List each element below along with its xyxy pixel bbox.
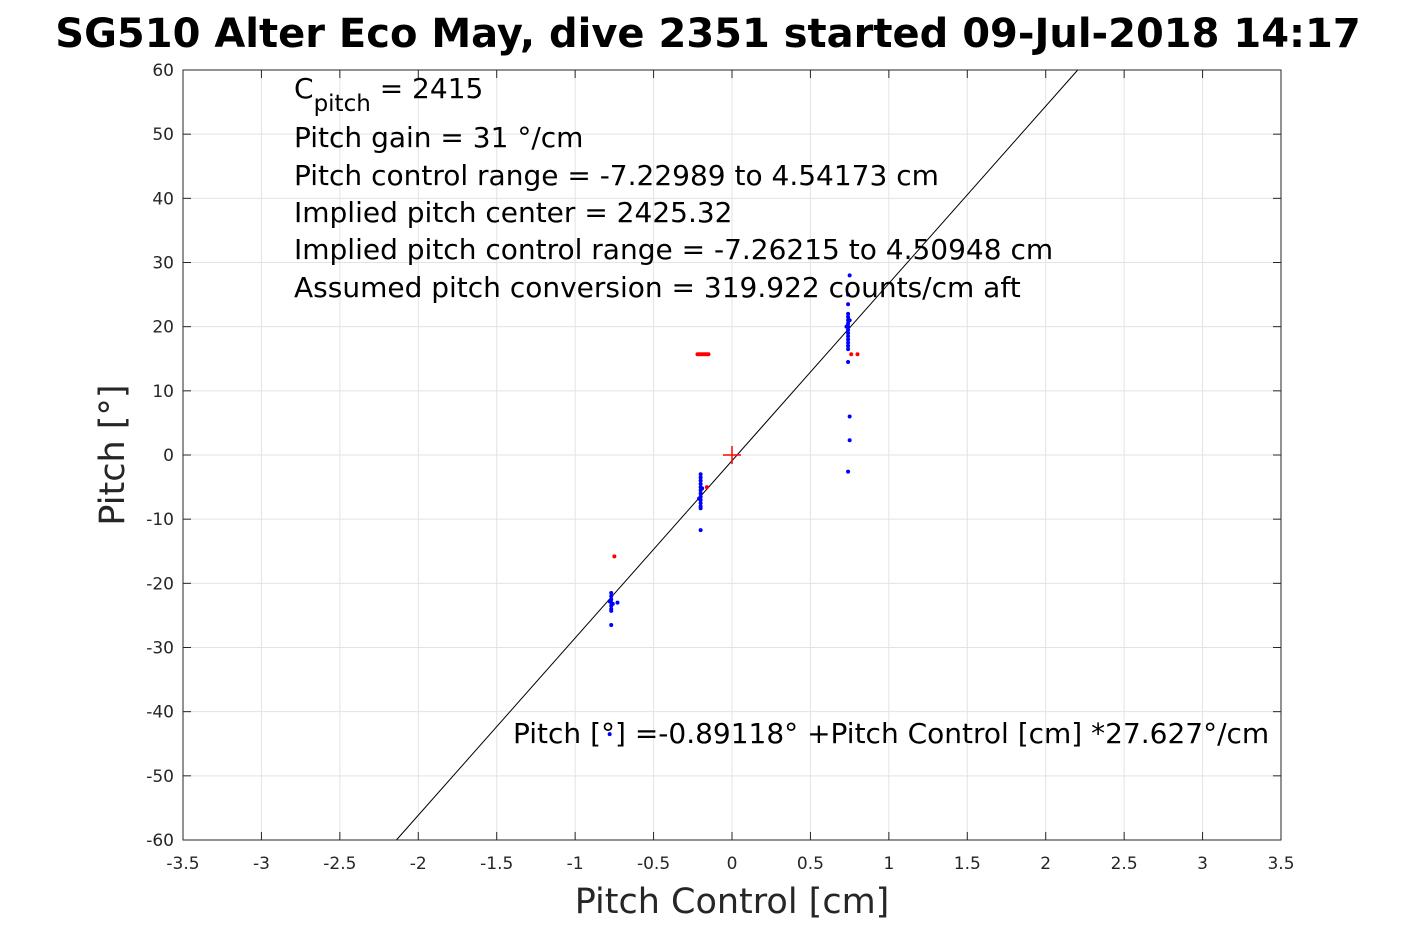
data-point	[846, 315, 851, 320]
y-tick-label: -50	[146, 767, 174, 787]
x-tick-label: -2.5	[323, 854, 356, 874]
data-point	[698, 481, 703, 486]
x-tick-label: -0.5	[637, 854, 670, 874]
c-pitch-value: = 2415	[371, 72, 484, 105]
data-point	[846, 331, 851, 336]
data-point	[855, 352, 860, 357]
data-point	[846, 343, 851, 348]
y-tick-label: 10	[152, 382, 174, 402]
data-point	[846, 347, 851, 352]
grid	[182, 69, 1282, 841]
data-point	[607, 599, 612, 604]
y-tick-label: 20	[152, 318, 174, 338]
assumed-pitch-conversion-text: Assumed pitch conversion = 319.922 count…	[294, 271, 1021, 304]
c-pitch-main: C	[294, 72, 314, 105]
data-point	[846, 469, 851, 474]
data-point	[846, 302, 851, 307]
data-point	[698, 501, 703, 506]
pitch-control-range-text: Pitch control range = -7.22989 to 4.5417…	[294, 159, 939, 192]
x-tick-label: 2	[1040, 854, 1051, 874]
data-point	[698, 475, 703, 480]
y-tick-labels: -60 -50 -40 -30 -20 -10 0 10 20 30 40 50 60	[146, 61, 1281, 851]
data-point	[849, 352, 854, 357]
data-point	[697, 496, 702, 501]
data-point	[847, 318, 852, 323]
x-tick-label: -3.5	[166, 854, 199, 874]
x-tick-label: 0.5	[797, 854, 824, 874]
data-point	[609, 594, 614, 599]
x-tick-label: 3	[1197, 854, 1208, 874]
data-point	[847, 273, 852, 278]
data-point	[704, 485, 709, 490]
y-tick-label: 0	[163, 446, 174, 466]
y-tick-label: -40	[146, 703, 174, 723]
y-tick-label: 40	[152, 189, 174, 209]
x-tick-label: 0	[727, 854, 738, 874]
y-tick-label: -60	[146, 831, 174, 851]
data-point	[846, 337, 851, 342]
data-point	[847, 414, 852, 419]
data-point	[698, 472, 703, 477]
data-point	[706, 352, 711, 357]
data-point	[607, 732, 612, 737]
data-points	[607, 273, 860, 737]
data-point	[847, 438, 852, 443]
data-point	[846, 292, 851, 297]
data-point	[698, 528, 703, 533]
y-tick-label: 30	[152, 254, 174, 274]
y-tick-label: 60	[152, 61, 174, 81]
y-tick-label: -10	[146, 510, 174, 530]
data-point	[846, 334, 851, 339]
fit-equation-text: Pitch [°] =-0.89118° +Pitch Control [cm]…	[513, 717, 1269, 750]
x-axis-label: Pitch Control [cm]	[575, 882, 890, 922]
y-tick-label: -30	[146, 639, 174, 659]
implied-pitch-center-text: Implied pitch center = 2425.32	[294, 196, 732, 229]
data-point	[700, 486, 705, 491]
x-tick-labels: -3.5 -3 -2.5 -2 -1.5 -1 -0.5 0 0.5 1 1.5 2 2.5 3 3.5	[166, 70, 1295, 874]
center-marker-layer	[723, 446, 741, 464]
y-tick-label: 50	[152, 125, 174, 145]
data-point	[609, 623, 614, 628]
x-tick-label: -2	[410, 854, 427, 874]
data-point	[698, 506, 703, 511]
data-point	[612, 554, 617, 559]
pitch-gain-text: Pitch gain = 31 °/cm	[294, 121, 583, 154]
chart-title: SG510 Alter Eco May, dive 2351 started 0…	[55, 11, 1360, 57]
data-point	[609, 590, 614, 595]
x-tick-label: -3	[253, 854, 270, 874]
x-tick-label: 1.5	[954, 854, 981, 874]
data-point	[698, 478, 703, 483]
implied-pitch-control-range-text: Implied pitch control range = -7.26215 t…	[294, 233, 1053, 266]
x-tick-label: 3.5	[1267, 854, 1294, 874]
data-point	[615, 600, 620, 605]
data-point	[846, 321, 851, 326]
data-point	[609, 608, 614, 613]
x-tick-label: 1	[883, 854, 894, 874]
c-pitch-text: Cpitch = 2415	[294, 72, 483, 117]
data-point	[610, 601, 615, 606]
data-point	[846, 340, 851, 345]
data-point	[846, 311, 851, 316]
x-tick-label: -1	[567, 854, 584, 874]
y-axis-label: Pitch [°]	[93, 384, 133, 525]
data-point	[846, 327, 851, 332]
y-tick-label: -20	[146, 574, 174, 594]
x-tick-label: -1.5	[480, 854, 513, 874]
data-point	[846, 359, 851, 364]
x-tick-label: 2.5	[1111, 854, 1138, 874]
data-point	[844, 324, 849, 329]
data-point	[698, 491, 703, 496]
c-pitch-subscript: pitch	[314, 91, 371, 117]
